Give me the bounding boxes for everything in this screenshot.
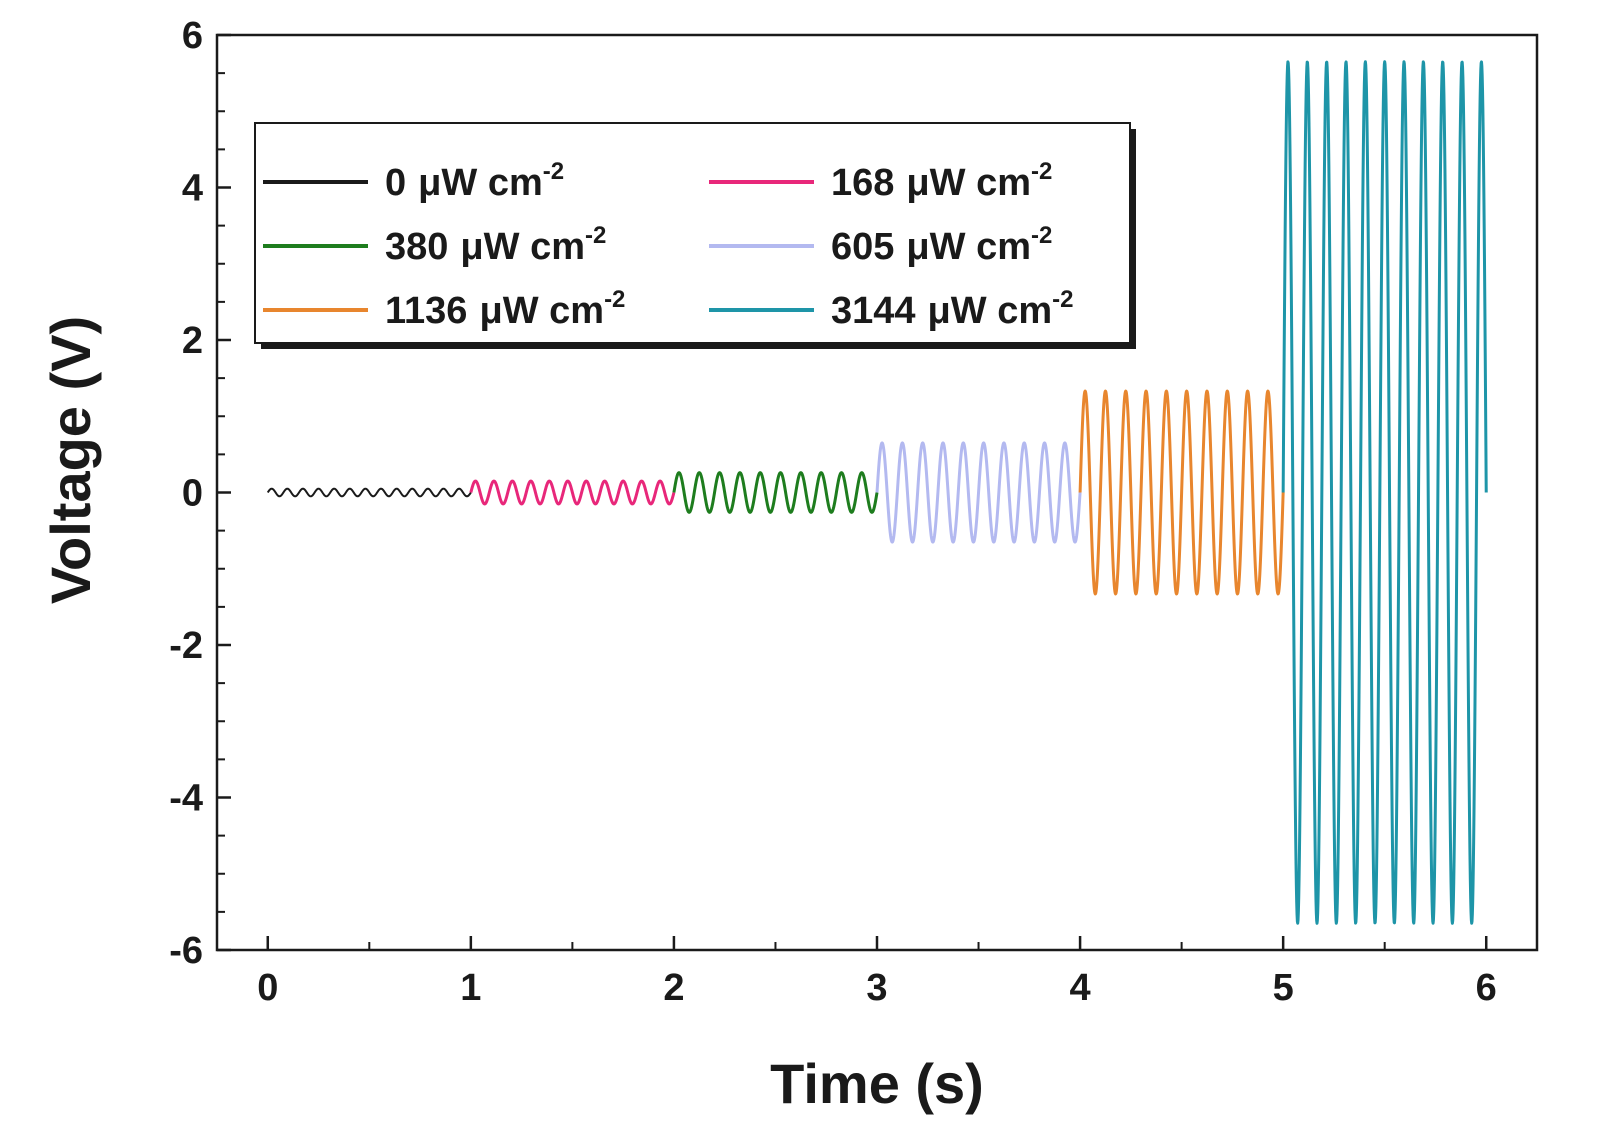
x-tick-label: 5 <box>1273 967 1294 1009</box>
legend-value: 380 <box>385 226 448 268</box>
legend-unit-exponent: -2 <box>543 158 564 185</box>
legend-value: 3144 <box>831 290 916 332</box>
y-axis: -6 -4 -2 0 2 4 6 <box>169 15 231 972</box>
legend-label-1136: 1136 μW cm-2 <box>385 286 625 332</box>
legend-unit-exponent: -2 <box>604 286 625 313</box>
legend-unit: μW cm <box>460 226 585 268</box>
series-line-380 <box>672 471 879 514</box>
series-line-1136 <box>1078 389 1285 596</box>
y-tick-label: 4 <box>182 168 203 210</box>
series-line-605 <box>875 441 1082 544</box>
series-line-3144 <box>1281 60 1488 925</box>
y-tick-label: -2 <box>169 625 203 667</box>
y-tick-label: -4 <box>169 778 203 820</box>
y-axis-title: Voltage (V) <box>39 316 102 604</box>
y-tick-label: 2 <box>182 320 203 362</box>
legend-value: 168 <box>831 162 894 204</box>
legend-unit-exponent: -2 <box>1031 222 1052 249</box>
legend-unit-exponent: -2 <box>585 222 606 249</box>
x-tick-label: 2 <box>663 967 684 1009</box>
series-layer <box>266 60 1488 925</box>
legend-value: 605 <box>831 226 894 268</box>
legend-label-168: 168 μW cm-2 <box>831 158 1052 204</box>
x-tick-label: 3 <box>866 967 887 1009</box>
legend-value: 1136 <box>385 290 467 332</box>
legend-label-3144: 3144 μW cm-2 <box>831 286 1074 332</box>
series-line-168 <box>469 479 676 506</box>
legend-unit: μW cm <box>906 226 1031 268</box>
x-axis: 0 1 2 3 4 5 6 <box>257 936 1497 1009</box>
legend-value: 0 <box>385 162 406 204</box>
legend-unit: μW cm <box>479 290 604 332</box>
legend-unit: μW cm <box>418 162 543 204</box>
legend-unit: μW cm <box>906 162 1031 204</box>
legend-label-0: 0 μW cm-2 <box>385 158 564 204</box>
x-tick-label: 1 <box>460 967 481 1009</box>
legend-unit-exponent: -2 <box>1031 158 1052 185</box>
x-tick-label: 4 <box>1070 967 1091 1009</box>
x-tick-label: 6 <box>1476 967 1497 1009</box>
legend-label-380: 380 μW cm-2 <box>385 222 606 268</box>
legend-unit: μW cm <box>928 290 1053 332</box>
x-tick-label: 0 <box>257 967 278 1009</box>
y-tick-label: -6 <box>169 930 203 972</box>
legend-box <box>254 122 1131 344</box>
y-tick-label: 6 <box>182 15 203 57</box>
legend-unit-exponent: -2 <box>1052 286 1073 313</box>
x-axis-title: Time (s) <box>770 1052 984 1115</box>
series-line-0 <box>266 487 472 498</box>
legend-label-605: 605 μW cm-2 <box>831 222 1052 268</box>
y-tick-label: 0 <box>182 473 203 515</box>
